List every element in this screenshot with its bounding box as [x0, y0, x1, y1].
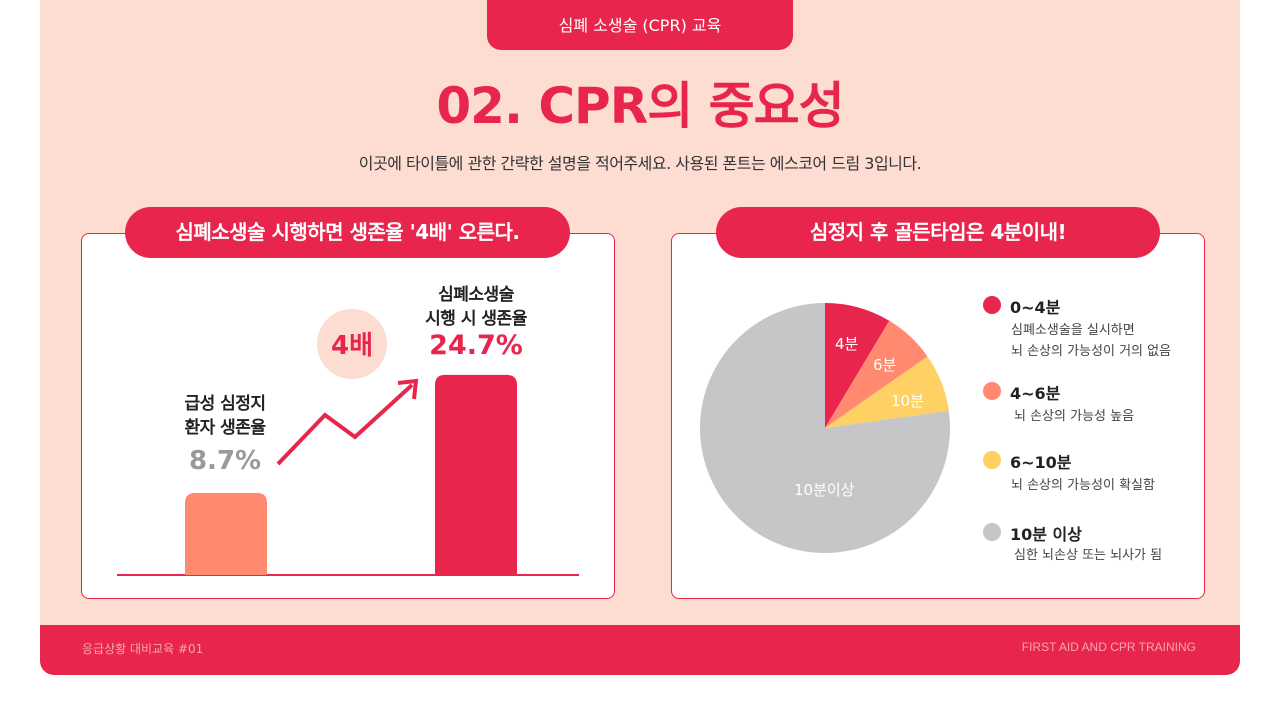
- pie-label-2: 6분: [873, 356, 897, 374]
- bar-1: [185, 493, 267, 575]
- legend-dot-icon: [983, 382, 1001, 400]
- bar-data-label-1: 8.7%: [188, 446, 262, 476]
- legend-title: 0~4분: [1010, 298, 1061, 317]
- bar-data-label-2: 24.7%: [429, 330, 523, 361]
- trend-arrow-icon: [276, 383, 414, 466]
- pie-slice-2: [825, 320, 928, 428]
- legend-desc: 심폐소생술을 실시하면 뇌 손상의 가능성이 거의 없음: [1011, 323, 1172, 359]
- survival-card-title: 심폐소생술 시행하면 생존율 '4배' 오른다.: [125, 207, 570, 258]
- multiplier-badge: [317, 309, 387, 379]
- footer-right-text: FIRST AID AND CPR TRAINING: [1021, 640, 1196, 654]
- footer-left-text: 응급상황 대비교육 #01: [82, 642, 204, 656]
- trend-arrowhead-icon: [397, 378, 419, 400]
- footer-bar: 응급상황 대비교육 #01 FIRST AID AND CPR TRAINING: [40, 625, 1240, 675]
- legend-dot-icon: [983, 523, 1001, 541]
- page-subtitle: 이곳에 타이틀에 관한 간략한 설명을 적어주세요. 사용된 폰트는 에스코어 …: [358, 154, 922, 173]
- pie-label-4: 10분이상: [794, 481, 855, 499]
- legend-title: 4~6분: [1010, 384, 1061, 403]
- multiplier-label: 4배: [330, 331, 373, 361]
- legend-dot-icon: [983, 451, 1001, 469]
- bar-2: [435, 374, 517, 575]
- survival-card: [81, 233, 615, 599]
- legend-dot-icon: [983, 296, 1001, 314]
- bar-category-label-2: 심폐소생술 시행 시 생존율: [400, 283, 552, 331]
- bar-category-label-1: 급성 심정지 환자 생존율: [150, 392, 300, 440]
- bar-category-line: 심폐소생술: [438, 285, 514, 305]
- legend-desc: 심한 뇌손상 또는 뇌사가 됨: [1014, 548, 1163, 563]
- bar-category-line: 환자 생존율: [184, 418, 266, 438]
- pie-label-3: 10분: [891, 392, 924, 410]
- legend-desc: 뇌 손상의 가능성 높음: [1014, 409, 1135, 424]
- pie-slice-4: [700, 303, 950, 553]
- bar-category-line: 급성 심정지: [184, 394, 266, 414]
- legend-desc: 뇌 손상의 가능성이 확실함: [1011, 478, 1155, 493]
- pie-slice-3: [825, 356, 949, 428]
- pie-label-1: 4분: [835, 335, 859, 353]
- section-tab: 심폐 소생술 (CPR) 교육: [487, 0, 793, 50]
- golden-time-card-title: 심정지 후 골든타임은 4분이내!: [716, 207, 1160, 258]
- pie-slice-1: [825, 303, 890, 428]
- page-title: 02. CPR의 중요성: [436, 77, 844, 135]
- bar-category-line: 시행 시 생존율: [425, 309, 527, 329]
- legend-title: 10분 이상: [1010, 525, 1082, 544]
- legend-title: 6~10분: [1010, 453, 1072, 472]
